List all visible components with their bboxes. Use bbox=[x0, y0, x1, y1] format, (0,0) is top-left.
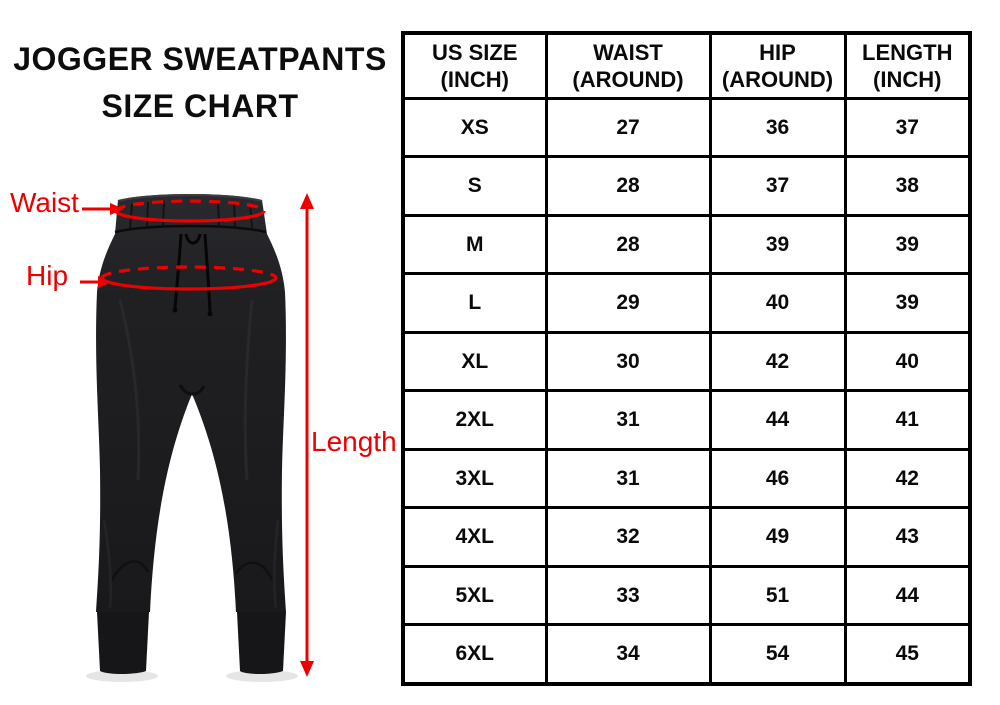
cell-waist: 31 bbox=[544, 447, 712, 510]
column-header-line2: (AROUND) bbox=[721, 67, 834, 92]
left-cuff bbox=[97, 612, 149, 674]
right-cuff bbox=[237, 612, 286, 674]
cell-length: 40 bbox=[843, 330, 972, 393]
cell-waist: 29 bbox=[544, 272, 712, 334]
drawstring-tip-right bbox=[207, 311, 213, 317]
column-header: LENGTH (INCH) bbox=[843, 31, 972, 100]
drawstrings bbox=[173, 233, 212, 313]
table-row: 2XL 31 44 41 bbox=[401, 389, 972, 451]
cell-hip: 44 bbox=[708, 389, 847, 451]
column-header-line1: US SIZE bbox=[431, 39, 518, 65]
table-row: XS 27 36 37 bbox=[401, 96, 972, 159]
column-header-line2: (INCH) bbox=[440, 67, 509, 92]
column-header: HIP (AROUND) bbox=[708, 31, 847, 100]
column-header-line2: (INCH) bbox=[873, 67, 942, 92]
cell-size: 3XL bbox=[401, 447, 548, 510]
right-cuff-shadow bbox=[226, 670, 298, 682]
column-header-line1: WAIST bbox=[593, 39, 663, 65]
cell-waist: 31 bbox=[544, 389, 712, 451]
cell-length: 37 bbox=[843, 96, 972, 159]
hip-ellipse-front bbox=[100, 277, 278, 291]
cell-waist: 28 bbox=[544, 213, 712, 276]
length-label: Length bbox=[311, 426, 397, 457]
column-header-line2: (AROUND) bbox=[572, 67, 684, 92]
drawstring-tip-left bbox=[172, 307, 178, 313]
length-arrow bbox=[300, 193, 314, 677]
cell-hip: 36 bbox=[708, 96, 847, 159]
cell-size: S bbox=[401, 155, 548, 217]
column-header-line1: HIP bbox=[759, 39, 796, 65]
jogger-pants-illustration bbox=[80, 193, 314, 682]
cell-length: 42 bbox=[843, 447, 972, 510]
length-arrow-head-bottom bbox=[300, 661, 314, 677]
cell-size: 2XL bbox=[401, 389, 548, 451]
fabric-folds bbox=[102, 299, 280, 609]
size-table: US SIZE (INCH) WAIST (AROUND) HIP (AROUND) LEN… bbox=[401, 31, 972, 686]
cell-size: M bbox=[401, 213, 548, 276]
cell-hip: 37 bbox=[708, 155, 847, 217]
cell-hip: 49 bbox=[708, 506, 847, 568]
table-row: M 28 39 39 bbox=[401, 213, 972, 276]
cell-length: 41 bbox=[843, 389, 972, 451]
cell-hip: 46 bbox=[708, 447, 847, 510]
table-row: S 28 37 38 bbox=[401, 155, 972, 217]
column-header: US SIZE (INCH) bbox=[401, 31, 548, 100]
cell-hip: 42 bbox=[708, 330, 847, 393]
cell-waist: 30 bbox=[544, 330, 712, 393]
jogger-figure: Waist Hip Length bbox=[0, 160, 400, 705]
cell-length: 43 bbox=[843, 506, 972, 568]
table-row: 6XL 34 54 45 bbox=[401, 623, 972, 686]
cell-length: 44 bbox=[843, 564, 972, 627]
column-header-line1: LENGTH bbox=[862, 39, 953, 65]
length-arrow-head-top bbox=[300, 193, 314, 209]
pants-body bbox=[96, 194, 286, 612]
cell-hip: 51 bbox=[708, 564, 847, 627]
column-header: WAIST (AROUND) bbox=[544, 31, 712, 100]
cell-waist: 27 bbox=[544, 96, 712, 159]
cell-size: XL bbox=[401, 330, 548, 393]
table-row: 5XL 33 51 44 bbox=[401, 564, 972, 627]
table-row: 4XL 32 49 43 bbox=[401, 506, 972, 568]
cell-size: 4XL bbox=[401, 506, 548, 568]
table-row: XL 30 42 40 bbox=[401, 330, 972, 393]
cell-hip: 39 bbox=[708, 213, 847, 276]
cell-size: XS bbox=[401, 96, 548, 159]
cell-length: 45 bbox=[843, 623, 972, 686]
waistband-top-seam bbox=[117, 194, 263, 202]
cell-waist: 32 bbox=[544, 506, 712, 568]
cell-length: 39 bbox=[843, 213, 972, 276]
cell-waist: 34 bbox=[544, 623, 712, 686]
cell-length: 39 bbox=[843, 272, 972, 334]
page-title-line2: SIZE CHART bbox=[101, 88, 299, 124]
cell-hip: 54 bbox=[708, 623, 847, 686]
cell-size: L bbox=[401, 272, 548, 334]
hip-arrow-head bbox=[98, 276, 112, 288]
page-title: JOGGER SWEATPANTS SIZE CHART bbox=[0, 36, 400, 130]
table-row: 3XL 31 46 42 bbox=[401, 447, 972, 510]
cell-waist: 28 bbox=[544, 155, 712, 217]
cell-waist: 33 bbox=[544, 564, 712, 627]
page-title-line1: JOGGER SWEATPANTS bbox=[13, 41, 387, 77]
size-table-header-row: US SIZE (INCH) WAIST (AROUND) HIP (AROUND) LEN… bbox=[401, 31, 972, 100]
cell-size: 6XL bbox=[401, 623, 548, 686]
cell-length: 38 bbox=[843, 155, 972, 217]
table-row: L 29 40 39 bbox=[401, 272, 972, 334]
hip-label: Hip bbox=[26, 260, 69, 291]
left-cuff-shadow bbox=[86, 670, 158, 682]
waist-label: Waist bbox=[10, 187, 79, 218]
waist-ellipse-back-dashed bbox=[114, 199, 266, 212]
waist-arrow-head bbox=[110, 203, 124, 215]
cell-hip: 40 bbox=[708, 272, 847, 334]
waistband-bottom-seam bbox=[114, 224, 267, 234]
cell-size: 5XL bbox=[401, 564, 548, 627]
waist-ellipse-front bbox=[114, 210, 266, 223]
